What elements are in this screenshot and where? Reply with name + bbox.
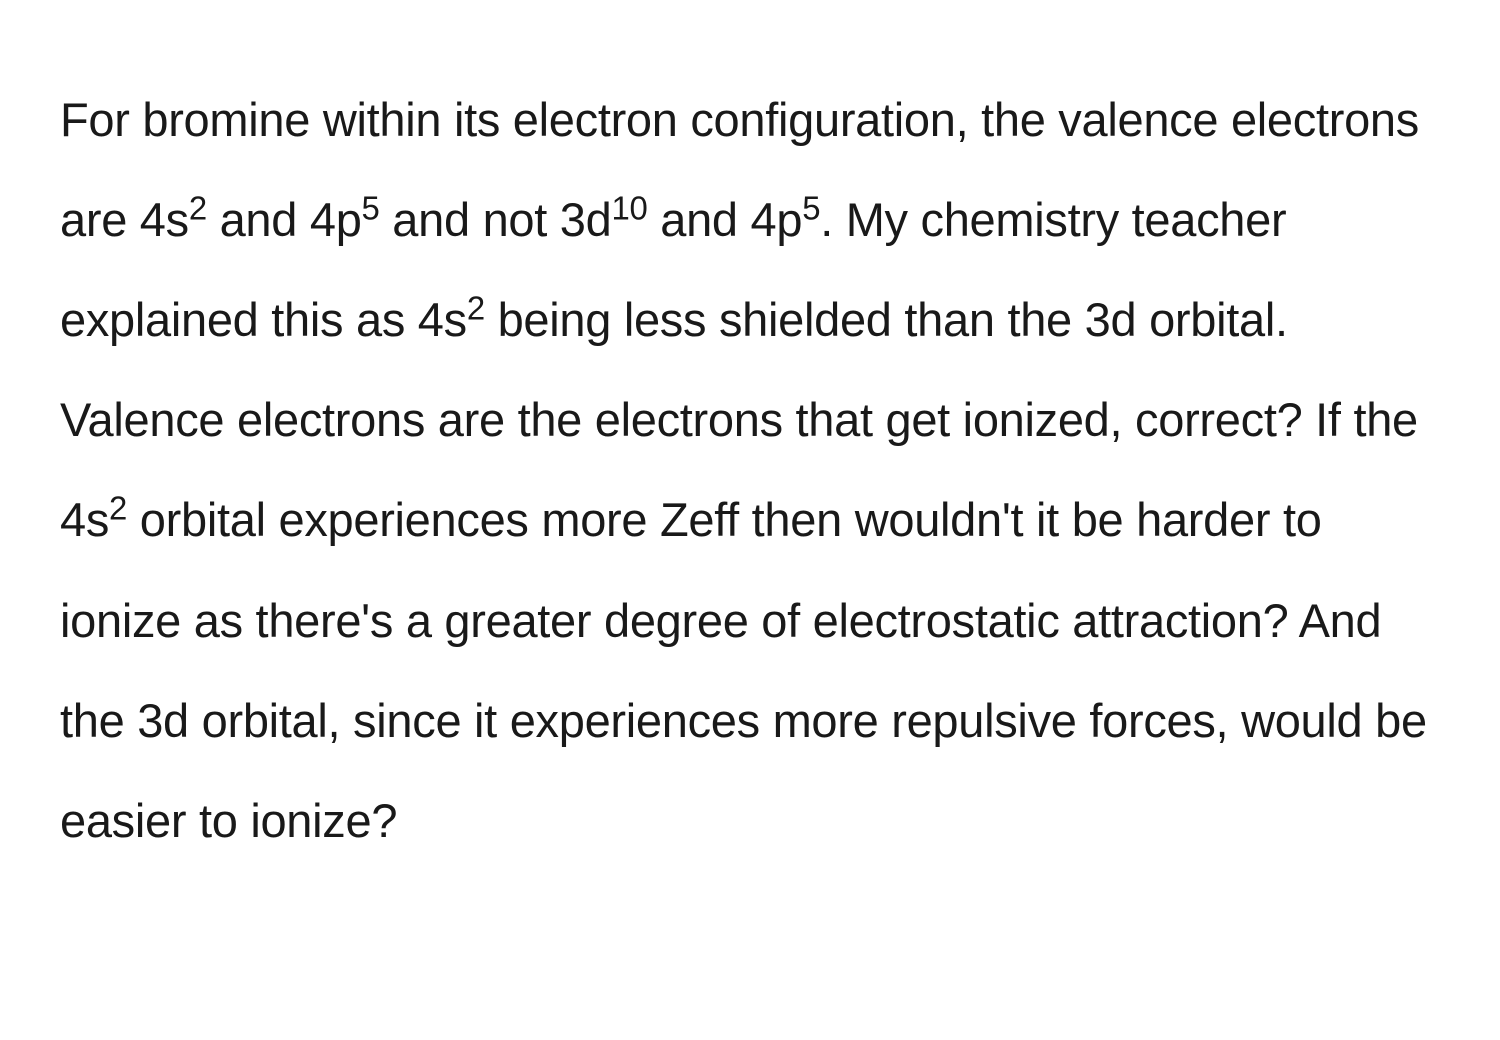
superscript: 2	[189, 189, 207, 226]
superscript: 5	[362, 189, 380, 226]
superscript: 2	[109, 490, 127, 527]
superscript: 10	[611, 189, 647, 226]
superscript: 2	[467, 290, 485, 327]
question-paragraph: For bromine within its electron configur…	[60, 70, 1440, 871]
superscript: 5	[802, 189, 820, 226]
